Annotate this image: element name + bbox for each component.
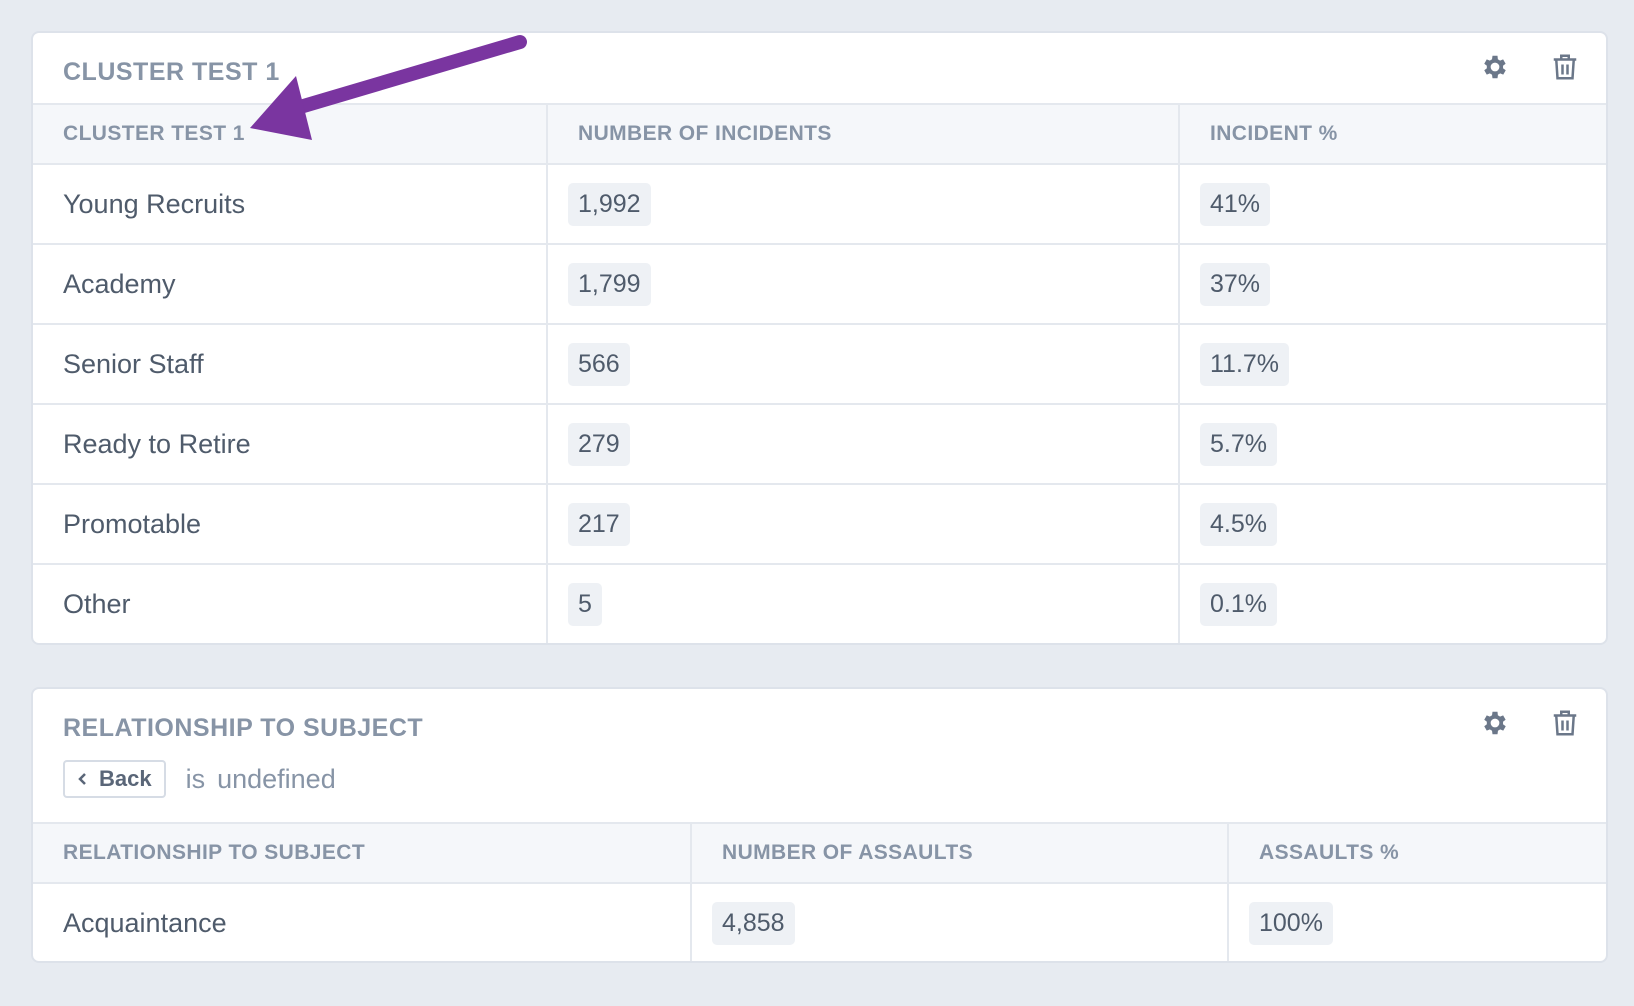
percent-cell: 41% bbox=[1178, 164, 1606, 245]
count-cell: 1,992 bbox=[546, 164, 1179, 245]
count-cell: 217 bbox=[546, 484, 1179, 565]
count-cell: 566 bbox=[546, 324, 1179, 405]
settings-button[interactable] bbox=[1477, 705, 1513, 741]
percent-cell: 4.5% bbox=[1178, 484, 1606, 565]
percent-value: 4.5% bbox=[1200, 502, 1277, 546]
percent-value: 0.1% bbox=[1200, 582, 1277, 626]
cluster-test-card: CLUSTER TEST 1 CLUSTER TEST 1 NUMBER OF … bbox=[31, 31, 1608, 645]
column-header[interactable]: RELATIONSHIP TO SUBJECT bbox=[33, 822, 691, 884]
count-value: 1,799 bbox=[568, 262, 651, 306]
count-value: 217 bbox=[568, 502, 630, 546]
percent-value: 11.7% bbox=[1200, 342, 1290, 386]
table-header-row: RELATIONSHIP TO SUBJECT NUMBER OF ASSAUL… bbox=[33, 822, 1606, 884]
row-label: Other bbox=[63, 588, 131, 619]
column-header[interactable]: ASSAULTS % bbox=[1227, 822, 1606, 884]
relationship-table: RELATIONSHIP TO SUBJECT NUMBER OF ASSAUL… bbox=[33, 822, 1606, 961]
count-value: 5 bbox=[568, 582, 602, 626]
settings-button[interactable] bbox=[1477, 49, 1513, 85]
back-label: Back bbox=[99, 766, 152, 791]
column-header[interactable]: INCIDENT % bbox=[1178, 103, 1606, 165]
count-value: 566 bbox=[568, 342, 630, 386]
count-value: 1,992 bbox=[568, 182, 651, 226]
delete-button[interactable] bbox=[1547, 49, 1583, 85]
table-row[interactable]: Other 5 0.1% bbox=[33, 564, 1606, 643]
filter-operator: is bbox=[185, 763, 206, 794]
table-row[interactable]: Academy 1,799 37% bbox=[33, 244, 1606, 325]
chevron-left-icon bbox=[78, 773, 86, 785]
table-row[interactable]: Acquaintance 4,858 100% bbox=[33, 883, 1606, 961]
percent-cell: 37% bbox=[1178, 244, 1606, 325]
table-row[interactable]: Ready to Retire 279 5.7% bbox=[33, 404, 1606, 485]
filter-description: is undefined bbox=[186, 764, 336, 795]
percent-cell: 0.1% bbox=[1178, 564, 1606, 643]
percent-value: 100% bbox=[1249, 901, 1333, 945]
delete-button[interactable] bbox=[1547, 705, 1583, 741]
percent-value: 41% bbox=[1200, 182, 1271, 226]
column-header[interactable]: NUMBER OF INCIDENTS bbox=[546, 103, 1179, 165]
table-row[interactable]: Young Recruits 1,992 41% bbox=[33, 164, 1606, 245]
percent-cell: 11.7% bbox=[1178, 324, 1606, 405]
gear-icon bbox=[1484, 711, 1506, 735]
percent-cell: 5.7% bbox=[1178, 404, 1606, 485]
count-value: 279 bbox=[568, 422, 630, 466]
column-header[interactable]: CLUSTER TEST 1 bbox=[33, 103, 547, 165]
trash-icon bbox=[1553, 54, 1577, 80]
percent-value: 5.7% bbox=[1200, 422, 1277, 466]
count-cell: 4,858 bbox=[690, 883, 1228, 961]
back-button[interactable]: Back bbox=[63, 760, 166, 798]
card-title: CLUSTER TEST 1 bbox=[63, 58, 280, 86]
count-cell: 279 bbox=[546, 404, 1179, 485]
row-label: Young Recruits bbox=[33, 164, 547, 245]
cluster-table: CLUSTER TEST 1 NUMBER OF INCIDENTS INCID… bbox=[33, 103, 1606, 643]
row-label: Promotable bbox=[33, 484, 547, 565]
row-label: Ready to Retire bbox=[33, 404, 547, 485]
count-cell: 1,799 bbox=[546, 244, 1179, 325]
filter-value: undefined bbox=[217, 763, 336, 794]
count-value: 4,858 bbox=[712, 901, 795, 945]
relationship-card: RELATIONSHIP TO SUBJECT Back is undefined… bbox=[31, 687, 1608, 963]
percent-value: 37% bbox=[1200, 262, 1271, 306]
row-label: Academy bbox=[33, 244, 547, 325]
card-title: RELATIONSHIP TO SUBJECT bbox=[63, 714, 424, 742]
trash-icon bbox=[1553, 710, 1577, 736]
table-header-row: CLUSTER TEST 1 NUMBER OF INCIDENTS INCID… bbox=[33, 103, 1606, 165]
table-row[interactable]: Senior Staff 566 11.7% bbox=[33, 324, 1606, 405]
table-row[interactable]: Promotable 217 4.5% bbox=[33, 484, 1606, 565]
filter-row: Back is undefined bbox=[63, 760, 336, 798]
gear-icon bbox=[1484, 55, 1506, 79]
row-label: Acquaintance bbox=[63, 907, 227, 938]
percent-cell: 100% bbox=[1227, 883, 1606, 961]
count-cell: 5 bbox=[546, 564, 1179, 643]
row-label: Senior Staff bbox=[33, 324, 547, 405]
column-header[interactable]: NUMBER OF ASSAULTS bbox=[690, 822, 1228, 884]
